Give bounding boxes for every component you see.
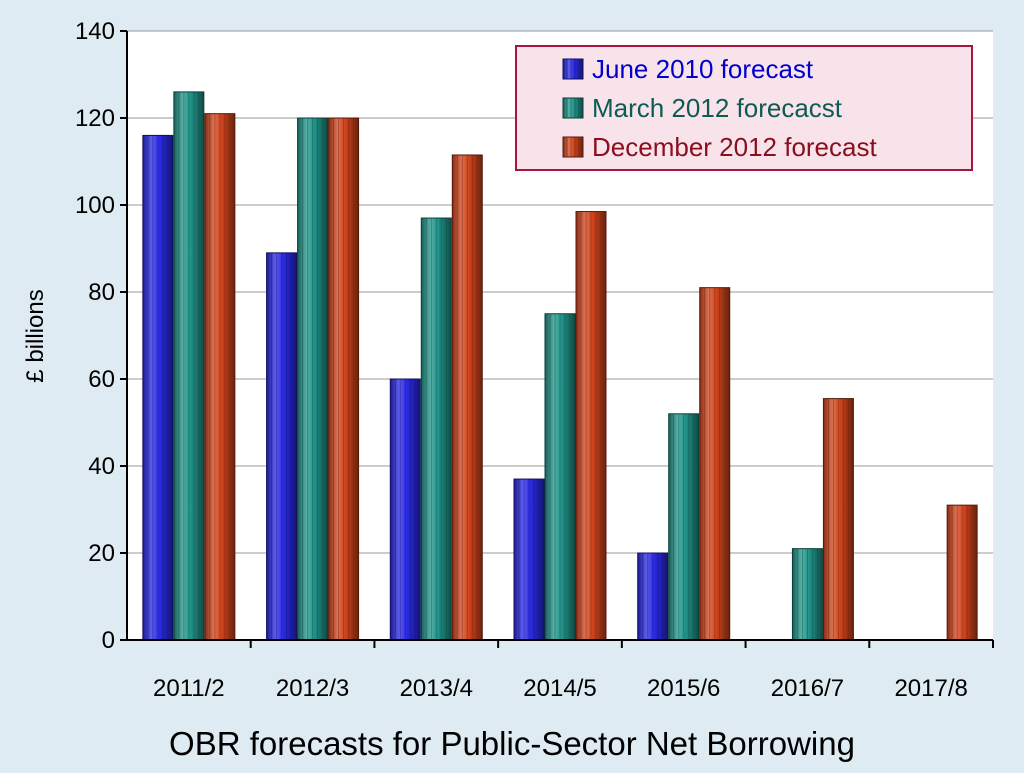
legend-box [515, 45, 973, 171]
bars [142, 91, 978, 641]
bar [513, 478, 545, 641]
bar-body [266, 252, 298, 641]
legend-item: June 2010 forecast [562, 54, 814, 84]
bar-body [946, 504, 978, 641]
legend-swatch [562, 136, 584, 158]
bar-body [575, 211, 607, 641]
legend: June 2010 forecast March 2012 forecacst De… [515, 45, 973, 171]
bar-body [544, 313, 576, 641]
bar-body [204, 113, 236, 641]
y-tick-label: 40 [88, 453, 115, 480]
x-tick-labels: 2011/2 2012/3 2013/4 2014/5 2015/6 2016/7 2017… [153, 675, 968, 702]
bar-body [699, 287, 731, 641]
bar-body [420, 217, 452, 641]
bar-body [297, 117, 329, 641]
bar [791, 548, 823, 641]
bar-body [513, 478, 545, 641]
bar [142, 134, 174, 641]
y-tick-label: 100 [75, 192, 115, 219]
bar [668, 413, 700, 641]
x-tick-label: 2017/8 [894, 675, 967, 702]
y-tick-label: 60 [88, 366, 115, 393]
x-tick-label: 2014/5 [523, 675, 596, 702]
y-tick-labels: 0 20 40 60 80 100 120 140 [75, 18, 115, 654]
y-tick-label: 20 [88, 540, 115, 567]
bar-body [328, 117, 360, 641]
chart-title: OBR forecasts for Public-Sector Net Borr… [169, 725, 855, 762]
x-tick-label: 2012/3 [276, 675, 349, 702]
bar-body [637, 552, 669, 641]
bar [822, 398, 854, 641]
y-tick-label: 80 [88, 279, 115, 306]
legend-label: June 2010 forecast [592, 54, 814, 84]
y-tick-label: 140 [75, 18, 115, 45]
bar [451, 154, 483, 641]
legend-label: March 2012 forecacst [592, 93, 843, 123]
bar-body [791, 548, 823, 641]
bar [297, 117, 329, 641]
x-tick-label: 2015/6 [647, 675, 720, 702]
bar-body [668, 413, 700, 641]
bar [699, 287, 731, 641]
bar-body [822, 398, 854, 641]
bar [575, 211, 607, 641]
bar [173, 91, 205, 641]
x-tick-label: 2011/2 [153, 675, 225, 702]
bar [204, 113, 236, 641]
bar-body [142, 134, 174, 641]
x-tick-label: 2013/4 [400, 675, 473, 702]
legend-label: December 2012 forecast [592, 132, 877, 162]
bar [266, 252, 298, 641]
bar [420, 217, 452, 641]
legend-swatch [562, 58, 584, 80]
bar [328, 117, 360, 641]
legend-item: March 2012 forecacst [562, 93, 843, 123]
axes [120, 30, 994, 648]
legend-item: December 2012 forecast [562, 132, 877, 162]
bar [637, 552, 669, 641]
y-axis-label: £ billions [22, 289, 49, 382]
legend-swatch [562, 97, 584, 119]
y-tick-label: 120 [75, 105, 115, 132]
y-tick-label: 0 [102, 627, 115, 654]
bar [544, 313, 576, 641]
bar [389, 378, 421, 641]
bar-body [173, 91, 205, 641]
bar [946, 504, 978, 641]
bar-body [451, 154, 483, 641]
x-tick-label: 2016/7 [771, 675, 844, 702]
